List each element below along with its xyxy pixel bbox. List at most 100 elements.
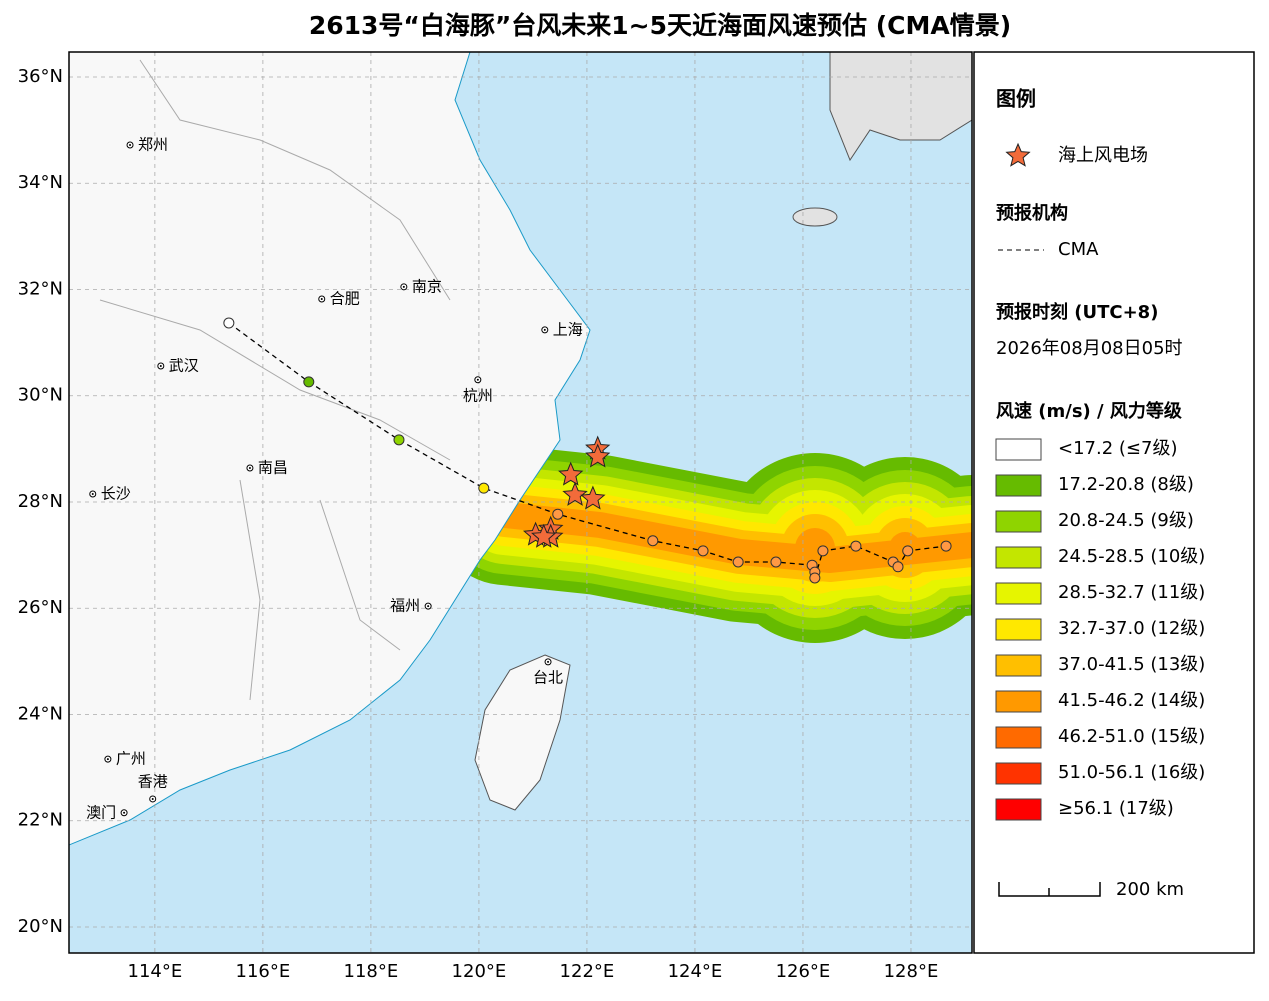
time-title: 预报时刻 (UTC+8) [996, 301, 1158, 323]
x-tick-label: 120°E [452, 961, 507, 982]
track-point [809, 572, 821, 584]
track-point [303, 376, 315, 388]
legend-class-label: ≥56.1 (17级) [1058, 798, 1174, 819]
y-tick-label: 26°N [18, 597, 63, 618]
legend-class-label: 32.7-37.0 (12级) [1058, 618, 1205, 639]
legend-star [1005, 142, 1031, 167]
legend-swatch [995, 690, 1042, 713]
y-tick-label: 24°N [18, 703, 63, 724]
x-tick-label: 116°E [236, 961, 291, 982]
legend-swatch [995, 510, 1042, 533]
x-tick-label: 124°E [668, 961, 723, 982]
city-label: 武汉 [169, 356, 199, 374]
city-label: 香港 [138, 772, 168, 790]
time: 2026年08月08日05时 [996, 338, 1183, 359]
city-label: 南昌 [258, 458, 288, 476]
track-point [697, 545, 709, 557]
track-point [393, 434, 405, 446]
city-dot-center [106, 758, 109, 761]
wind-blob [795, 528, 835, 568]
track-point [902, 545, 914, 557]
title: 2613号“白海豚”台风未来1~5天近海面风速预估 (CMA情景) [309, 11, 1011, 40]
map-frame [68, 51, 973, 954]
wind-title: 风速 (m/s) / 风力等级 [996, 400, 1183, 422]
city-label: 杭州 [463, 386, 493, 404]
legend-swatch [995, 726, 1042, 749]
legend-swatch [995, 618, 1042, 641]
y-tick-label: 20°N [18, 916, 63, 937]
city-dot-center [159, 364, 162, 367]
province-borders [99, 59, 451, 701]
wind-farm [531, 523, 557, 548]
track-point [647, 535, 659, 547]
city-dot-center [427, 605, 430, 608]
agency: CMA [1058, 239, 1099, 260]
track-point [817, 545, 829, 557]
city-label: 郑州 [138, 135, 168, 153]
track-point [940, 540, 952, 552]
legend-swatch [995, 654, 1042, 677]
legend-title: 图例 [996, 87, 1036, 111]
city-label: 广州 [116, 750, 146, 768]
legend-swatch [995, 474, 1042, 497]
korea [829, 52, 972, 162]
wind-farm [580, 485, 606, 510]
city-label: 澳门 [86, 803, 116, 821]
legend-swatch [995, 582, 1042, 605]
agency-title: 预报机构 [996, 202, 1068, 224]
track-point [770, 556, 782, 568]
city-dot-center [402, 285, 405, 288]
city-label: 合肥 [330, 290, 360, 308]
city-dot-center [476, 378, 479, 381]
legend-swatch [995, 762, 1042, 785]
legend-class-label: 51.0-56.1 (16级) [1058, 762, 1205, 783]
track-point [478, 482, 490, 494]
city-dot-center [543, 328, 546, 331]
legend-swatch [995, 438, 1042, 461]
legend-swatch [995, 798, 1042, 821]
track-point [223, 317, 235, 329]
city-label: 长沙 [101, 485, 131, 503]
track-point [732, 556, 744, 568]
wind-farm [562, 481, 588, 506]
x-tick-label: 114°E [128, 961, 183, 982]
track-point [850, 540, 862, 552]
track-point [892, 561, 904, 573]
wind-farm [558, 461, 584, 486]
y-tick-label: 28°N [18, 491, 63, 512]
y-tick-label: 30°N [18, 385, 63, 406]
y-tick-label: 32°N [18, 278, 63, 299]
city-dot-center [151, 797, 154, 800]
star-label: 海上风电场 [1058, 145, 1148, 166]
y-tick-label: 34°N [18, 172, 63, 193]
legend-class-label: 37.0-41.5 (13级) [1058, 654, 1205, 675]
city-dot-center [248, 466, 251, 469]
x-tick-label: 126°E [776, 961, 831, 982]
legend-class-label: 46.2-51.0 (15级) [1058, 726, 1205, 747]
city-dot-center [547, 660, 550, 663]
track-point [552, 508, 564, 520]
x-tick-label: 122°E [560, 961, 615, 982]
ticks: 20°N 22°N 24°N 26°N 28°N 30°N 32°N 34°N 36°N 114°… [18, 66, 939, 982]
legend-class-label: 41.5-46.2 (14级) [1058, 690, 1205, 711]
city-label: 上海 [553, 320, 583, 338]
legend-class-label: 20.8-24.5 (9级) [1058, 510, 1194, 531]
city-label: 台北 [533, 668, 563, 686]
legend-class-label: 17.2-20.8 (8级) [1058, 474, 1194, 495]
legend-class-label: 24.5-28.5 (10级) [1058, 546, 1205, 567]
wind-farm [585, 443, 611, 468]
scale-bar [998, 882, 1101, 897]
city-dot-center [320, 298, 323, 301]
legend-class-label: <17.2 (≤7级) [1058, 438, 1177, 459]
legend-swatch [995, 546, 1042, 569]
y-tick-label: 22°N [18, 810, 63, 831]
city-label: 福州 [390, 597, 420, 615]
legend: 图例 海上风电场 预报机构 CMA 预报时刻 (UTC+8) 2026年08月0… [995, 87, 1205, 900]
city-dot-center [123, 811, 126, 814]
y-tick-label: 36°N [18, 66, 63, 87]
x-tick-label: 118°E [344, 961, 399, 982]
